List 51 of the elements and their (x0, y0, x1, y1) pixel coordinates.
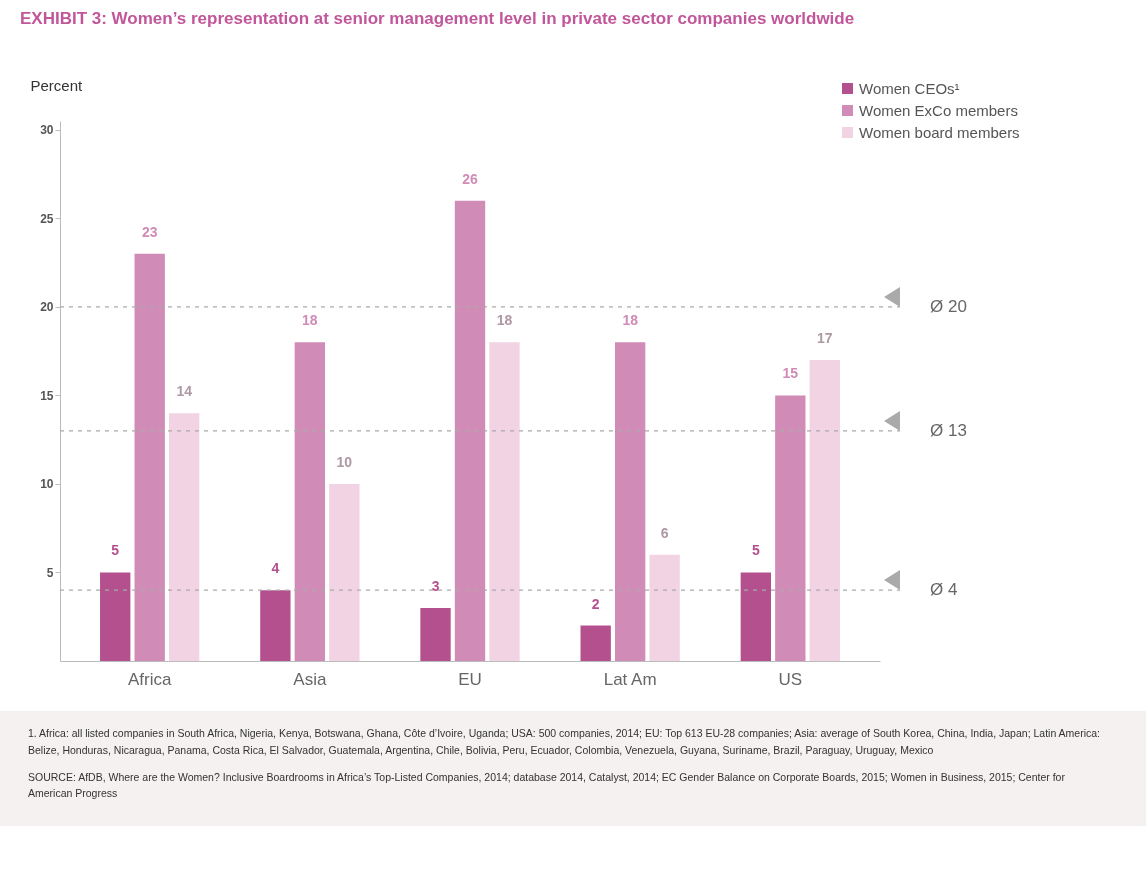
data-label: 15 (782, 365, 799, 382)
bar (454, 200, 486, 661)
ref-line-label: Ø 20 (930, 296, 967, 316)
y-tick-label: 5 (46, 565, 54, 580)
bar (809, 360, 840, 661)
data-label: 4 (271, 560, 280, 577)
x-tick-label: US (778, 669, 803, 689)
bar (134, 253, 165, 661)
data-label: 5 (111, 542, 120, 559)
bar (294, 342, 326, 661)
ref-line-label: Ø 4 (930, 580, 958, 600)
bar (169, 413, 200, 661)
bar (775, 395, 806, 661)
data-label: 26 (462, 170, 478, 187)
data-label: 23 (141, 223, 158, 240)
data-label: 5 (751, 542, 760, 559)
legend-label: Women board members (859, 123, 1020, 141)
x-tick-label: EU (458, 669, 482, 689)
bar (260, 590, 291, 661)
ref-line-label: Ø 13 (930, 420, 967, 440)
bar (649, 554, 680, 661)
bar (329, 483, 360, 661)
data-label: 18 (496, 312, 513, 329)
bar (614, 342, 646, 661)
y-tick-label: 15 (40, 388, 54, 403)
y-tick-label: 25 (40, 211, 54, 226)
data-label: 6 (660, 524, 669, 541)
text: 1. Africa: all listed companies in South Africa, Nigeria, Kenya, Botswana, Ghana, Côte d’Ivoire, Uganda; USA: 500 companies, 2014; EU: Top 613 EU-28 companies; Asia: average of South Korea, China, India, Japan; Latin America: Belize, Honduras, Nicaragua, Panama, Costa Rica, El Salvador, Guatemala, Argentina, Chile, Bolivia, Peru, Ecuador, Colombia, Venezuela, Guyana, Suriname, Brazil, Paraguay, Uruguay, Mexico (28, 726, 1101, 758)
bar (740, 572, 771, 661)
y-tick-label: 20 (40, 300, 54, 315)
source-note: SOURCE: AfDB, Where are the Women? Inclusive Boardrooms in Africa’s Top-Listed Companies, 2014; database 2014, Catalyst, 2014; EC Gender Balance on Corporate Boards, 2015; Women in Business, 2015; Center for American Progress (28, 769, 1066, 802)
x-tick-label: Africa (127, 669, 172, 689)
bar (489, 342, 520, 661)
bar (100, 572, 131, 661)
legend-label: Women CEOs¹ (859, 79, 960, 97)
data-label: 10 (336, 453, 353, 470)
y-axis-title: Percent (30, 76, 84, 94)
data-label: 3 (431, 577, 440, 594)
data-label: 2 (591, 595, 600, 612)
data-label: 14 (176, 383, 193, 400)
x-tick-label: Asia (293, 669, 327, 689)
data-label: 18 (302, 312, 318, 329)
bar (420, 607, 451, 661)
data-label: 17 (817, 330, 833, 347)
y-tick-label: 30 (40, 123, 54, 138)
data-label: 18 (622, 312, 639, 329)
chart-title: EXHIBIT 3: Women’s representation at senior management level in private sector companies worldwide (20, 9, 855, 28)
x-tick-label: Lat Am (603, 669, 657, 689)
bar (580, 625, 611, 661)
y-tick-label: 10 (40, 477, 54, 492)
legend-label: Women ExCo members (859, 101, 1018, 119)
